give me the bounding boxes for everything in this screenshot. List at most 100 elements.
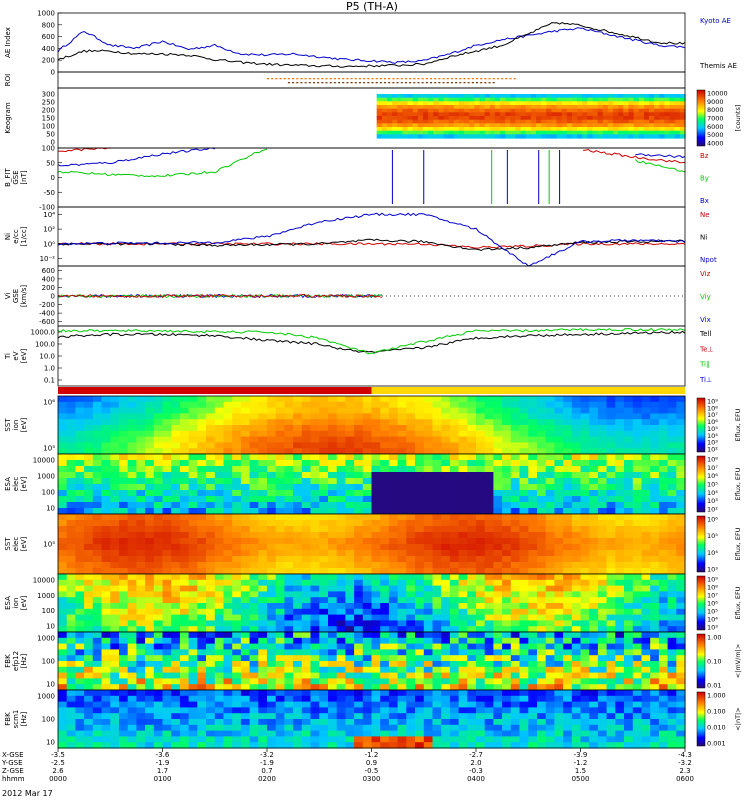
esa_ion-cell: [362, 591, 373, 598]
sst_elec-cell: [66, 532, 76, 539]
esa_elec-cell: [423, 466, 434, 473]
esa_elec-cell: [301, 466, 312, 473]
esa_ion-cell: [519, 626, 529, 633]
fbk_e-cell: [545, 643, 555, 650]
fbk_b-cell: [249, 707, 259, 714]
esa_ion-cell: [223, 608, 233, 616]
sst_elec-cell: [397, 532, 407, 539]
keogram-cell: [510, 105, 516, 110]
temperature-tick-label: 100.0: [35, 341, 55, 349]
esa_ion-cell: [345, 574, 355, 581]
fbk_e-cell: [484, 672, 494, 679]
fbk_e-cell: [354, 649, 364, 656]
esa_ion-cell: [328, 608, 338, 616]
esa_elec-cell: [615, 484, 625, 491]
sst_elec-cell: [537, 514, 547, 521]
sst_ion-cell: [537, 430, 547, 438]
esa_elec-cell: [545, 472, 555, 479]
keogram-cell: [397, 94, 403, 99]
sst_elec-cell: [641, 568, 651, 575]
esa_elec-cell: [476, 466, 486, 473]
esa_elec-cell: [75, 460, 85, 467]
keogram-cell: [402, 94, 409, 99]
keogram-cell: [674, 130, 681, 135]
sst_elec-cell: [432, 532, 442, 539]
sst_ion-cell: [284, 419, 294, 426]
esa_elec-cell: [110, 490, 120, 497]
esa_elec-cell: [528, 490, 538, 497]
esa_ion-cell: [179, 608, 190, 616]
esa_elec-cell: [510, 460, 521, 467]
esa_ion-cell: [136, 579, 146, 587]
esa_ion-cell: [66, 620, 76, 627]
sst_elec-cell: [84, 538, 94, 545]
sst_elec-cell: [101, 556, 111, 563]
fbk_e-cell: [232, 684, 242, 691]
sst_ion-cell: [476, 430, 486, 438]
keogram-cell: [587, 116, 594, 121]
fbk_e-cell: [510, 643, 521, 650]
sst_elec-cell: [354, 526, 364, 533]
sst_elec-cell: [162, 514, 172, 521]
temperature-series-ti: [57, 327, 686, 355]
temperature-ylabel-line: Ti: [4, 353, 12, 360]
fbk_b-cell: [84, 736, 94, 743]
esa_ion-cell: [606, 626, 616, 633]
sst_ion-cell: [293, 436, 303, 443]
esa_ion-cell: [563, 608, 573, 616]
keogram-cell: [417, 101, 424, 106]
keogram-cell: [556, 130, 563, 135]
fbk_b-cell: [145, 690, 155, 697]
keogram-cell: [443, 105, 450, 110]
sst_elec-cell: [615, 538, 625, 545]
esa_elec-cell: [441, 454, 451, 461]
sst_ion-cell: [554, 413, 564, 420]
density-tick-label: 10⁻²: [40, 255, 56, 263]
esa_ion-colorbar-tick: 10⁹: [707, 576, 718, 584]
esa_elec-cell: [432, 484, 442, 491]
esa_ion-cell: [510, 585, 521, 592]
sst_elec-cell: [284, 556, 294, 563]
keogram-cell: [551, 130, 558, 135]
roi-mark: [496, 78, 499, 80]
fbk_e-cell: [493, 649, 503, 656]
esa_ion-cell: [580, 591, 590, 598]
esa_ion-cell: [563, 574, 573, 581]
roi-mark: [275, 78, 278, 80]
sst_ion-cell: [371, 430, 381, 438]
keogram-cell: [428, 134, 434, 139]
sst_ion-cell: [615, 413, 625, 420]
sst_ion-cell: [415, 401, 425, 409]
keogram-cell: [392, 112, 398, 117]
sst_elec-cell: [493, 562, 503, 569]
esa_elec-cell: [66, 460, 76, 467]
esa_ion-cell: [258, 579, 268, 587]
sst_ion-cell: [214, 448, 225, 455]
esa_elec-cell: [624, 460, 634, 467]
temperature-tick-label: 10.0: [39, 353, 55, 361]
sst_elec-cell: [232, 556, 242, 563]
keogram-cell: [602, 101, 609, 106]
fbk_b-cell: [258, 724, 268, 732]
sst_ion-cell: [240, 413, 251, 420]
keogram-cell: [633, 101, 640, 106]
sst_ion-cell: [345, 430, 355, 438]
esa_ion-cell: [571, 574, 582, 581]
esa_elec-cell: [75, 454, 85, 461]
esa_ion-cell: [310, 579, 320, 587]
sst_ion-cell: [240, 436, 251, 443]
esa_ion-cell: [554, 614, 564, 621]
esa_elec-cell: [537, 472, 547, 479]
sst_elec-cell: [528, 568, 538, 575]
sst_elec-cell: [624, 550, 634, 557]
fbk_e-cell: [371, 649, 381, 656]
esa_elec-cell: [275, 466, 285, 473]
esa_ion-cell: [145, 603, 155, 610]
fbk_e-cell: [249, 666, 259, 674]
esa_elec-cell: [188, 508, 198, 515]
sst_ion-cell: [650, 442, 660, 449]
keogram-cell: [618, 97, 624, 102]
fbk_e-cell: [206, 684, 216, 691]
esa_elec-cell: [423, 496, 434, 503]
fbk_b-cell: [301, 724, 312, 732]
